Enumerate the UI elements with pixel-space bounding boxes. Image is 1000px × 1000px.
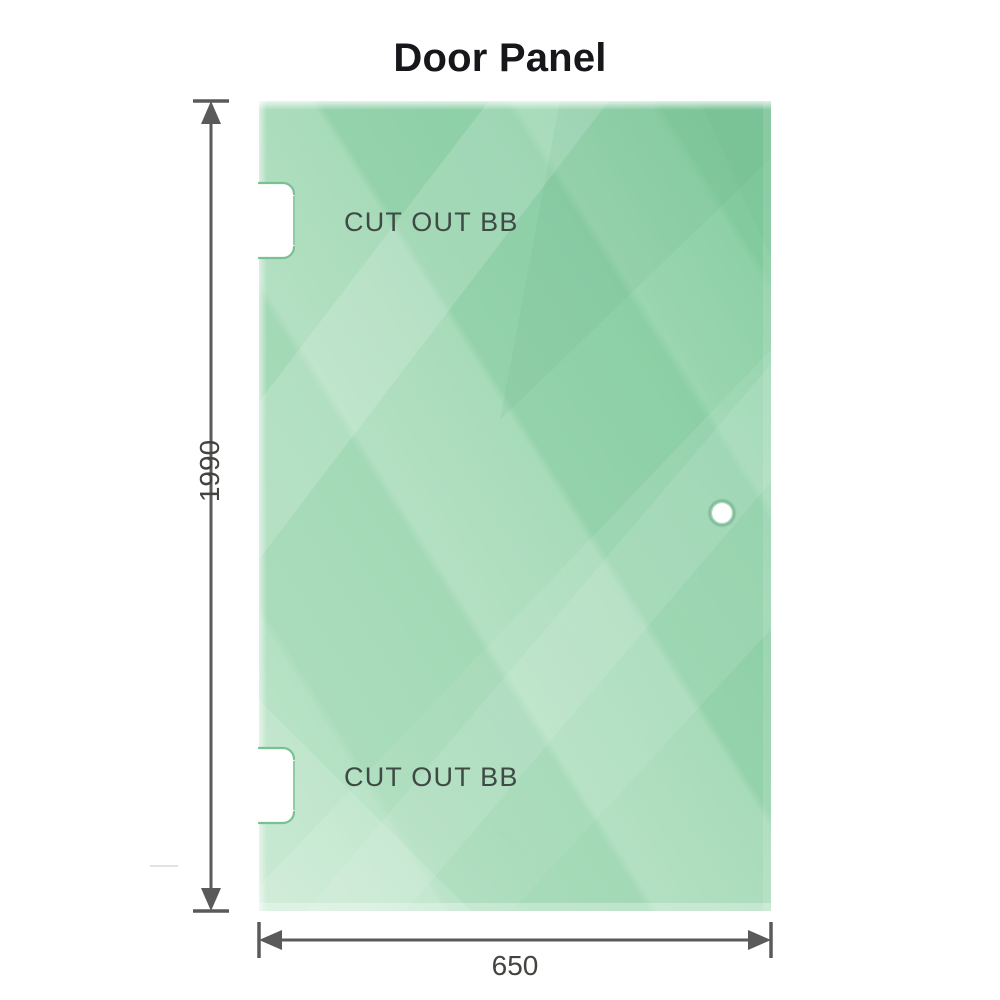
cutout-bottom (257, 746, 296, 825)
dimension-height-label: 1990 (194, 439, 225, 503)
dimension-width-label: 650 (491, 950, 539, 981)
panel-bottom-edge-highlight (259, 903, 771, 911)
dim-height-arrow-down (201, 888, 221, 911)
panel-right-edge-highlight (763, 101, 771, 911)
page-title: Door Panel (393, 36, 607, 80)
panel-left-edge-highlight (259, 101, 267, 911)
cutout-label-bottom: CUT OUT BB (344, 762, 519, 792)
cutout-top (257, 181, 296, 260)
glass-reflection-bands (259, 101, 771, 911)
cutout-label-top: CUT OUT BB (344, 207, 519, 237)
glass-door-panel (259, 101, 771, 911)
dim-width-arrow-left (259, 930, 282, 950)
handle-hole (707, 498, 737, 528)
dimension-width (257, 922, 773, 958)
dimension-height (193, 99, 229, 913)
dim-width-arrow-right (748, 930, 771, 950)
dim-height-arrow-up (201, 101, 221, 124)
panel-top-edge-highlight (259, 101, 771, 110)
